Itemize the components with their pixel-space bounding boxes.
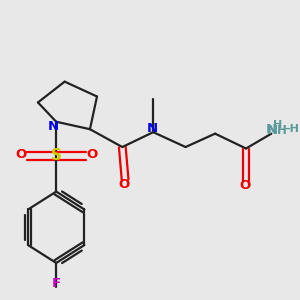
Text: O: O bbox=[15, 148, 26, 161]
Text: O: O bbox=[239, 179, 250, 193]
Text: N: N bbox=[266, 123, 277, 136]
Text: S: S bbox=[51, 148, 62, 164]
Text: H: H bbox=[273, 120, 282, 130]
Text: –H: –H bbox=[284, 124, 299, 134]
Text: N: N bbox=[146, 122, 158, 135]
Text: O: O bbox=[86, 148, 98, 161]
Text: F: F bbox=[52, 277, 61, 290]
Text: H: H bbox=[277, 124, 287, 136]
Text: N: N bbox=[267, 124, 278, 136]
Text: N: N bbox=[48, 120, 59, 133]
Text: O: O bbox=[118, 178, 129, 191]
